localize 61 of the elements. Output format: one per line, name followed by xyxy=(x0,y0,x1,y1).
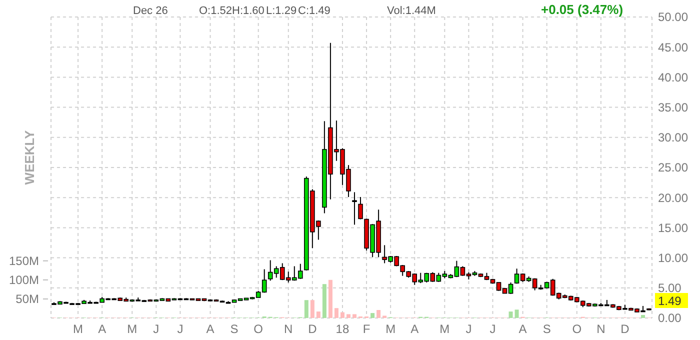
bar xyxy=(346,314,350,318)
bar xyxy=(340,312,344,318)
x-tick-label: A xyxy=(206,322,214,336)
y-tick-label: 30.00 xyxy=(658,130,688,145)
x-tick-label: M xyxy=(73,322,84,336)
y-tick-label: 10.00 xyxy=(658,251,688,265)
x-tick-label: M xyxy=(386,322,396,336)
x-tick-label: D xyxy=(308,322,318,336)
y-tick-label: 40.00 xyxy=(658,70,688,84)
annotation: L:1.29 xyxy=(266,5,297,17)
x-tick-label: J xyxy=(153,322,160,336)
annotation: +0.05 (3.47%) xyxy=(541,2,624,17)
x-tick-label: F xyxy=(362,322,370,336)
annotation: H:1.60 xyxy=(232,5,264,17)
x-tick-label: J xyxy=(490,322,496,336)
x-tick-label: 18 xyxy=(336,322,350,336)
x-tick-label: N xyxy=(284,322,293,336)
y-tick-label: 20.00 xyxy=(658,190,688,205)
bar xyxy=(316,312,320,318)
bar xyxy=(508,312,513,318)
y-tick-label: 25.00 xyxy=(658,160,688,175)
bar xyxy=(310,300,314,318)
x-tick-label: J xyxy=(466,322,472,336)
annotation: O:1.52 xyxy=(199,5,232,17)
y-tick-label: 0.00 xyxy=(658,311,682,326)
annotation: C:1.49 xyxy=(298,5,330,17)
x-tick-label: O xyxy=(254,322,264,336)
bar xyxy=(376,310,381,318)
candlestick xyxy=(352,192,357,226)
bar xyxy=(514,310,519,318)
x-tick-label: J xyxy=(177,322,184,336)
y2-tick-label: 100M xyxy=(8,273,39,288)
x-tick-label: O xyxy=(572,322,582,336)
x-tick-label: A xyxy=(518,322,527,336)
x-tick-label: S xyxy=(542,322,551,336)
annotation: Dec 26 xyxy=(133,5,168,17)
x-tick-label: S xyxy=(230,322,238,336)
text: WEEKLY xyxy=(22,130,37,185)
bar xyxy=(640,314,645,318)
x-tick-label: D xyxy=(620,322,630,336)
x-tick-label: A xyxy=(410,322,419,336)
bar xyxy=(334,308,338,318)
y-tick-label: 45.00 xyxy=(658,40,688,54)
y2-tick-label: 150M xyxy=(8,254,39,268)
x-tick-label: M xyxy=(127,322,138,336)
y-tick-label: 5.00 xyxy=(658,281,682,296)
x-tick-label: A xyxy=(98,322,106,336)
x-tick-label: N xyxy=(596,322,606,336)
y-tick-label: 50.00 xyxy=(658,10,688,24)
x-tick-label: M xyxy=(440,322,450,336)
bar xyxy=(304,300,308,318)
y2-tick-label: 50M xyxy=(16,292,40,306)
bar xyxy=(328,280,332,318)
bar xyxy=(370,313,375,318)
bar xyxy=(322,284,326,318)
y-tick-label: 35.00 xyxy=(658,100,688,114)
y-tick-label: 15.00 xyxy=(658,220,688,235)
text: 1.49 xyxy=(658,294,682,308)
bar xyxy=(352,314,357,318)
candlestick xyxy=(358,196,363,220)
annotation: Vol:1.44M xyxy=(387,5,436,17)
